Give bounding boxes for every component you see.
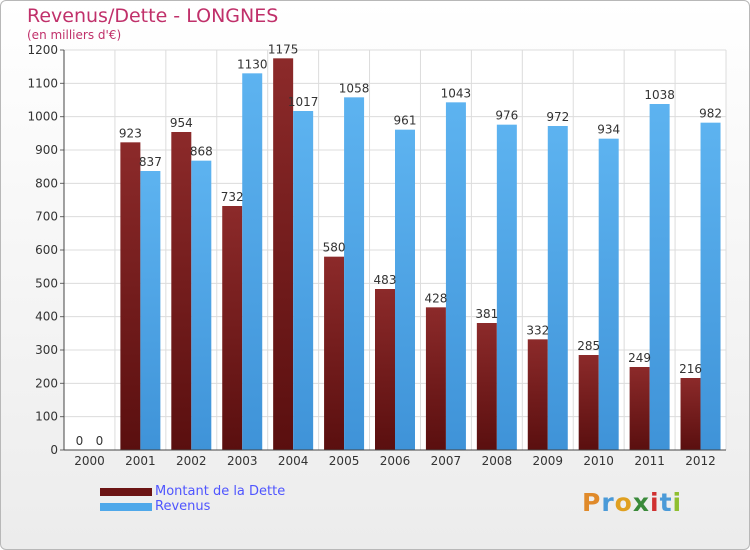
y-tick-label: 700 (35, 210, 58, 224)
data-label: 923 (119, 126, 142, 140)
data-label: 837 (139, 155, 162, 169)
bar-dette (273, 58, 294, 450)
bar-revenus (649, 104, 670, 450)
data-label: 580 (323, 241, 346, 255)
x-tick-label: 2005 (329, 454, 360, 468)
x-tick-label: 2002 (176, 454, 207, 468)
y-tick-label: 800 (35, 176, 58, 190)
bar-dette (476, 323, 497, 450)
chart-subtitle: (en milliers d'€) (27, 28, 122, 42)
legend-label-revenus: Revenus (155, 499, 211, 514)
proxiti-logo: Proxiti (582, 488, 683, 517)
data-label: 483 (374, 273, 397, 287)
x-tick-label: 2007 (431, 454, 462, 468)
y-tick-label: 0 (50, 443, 58, 457)
data-label: 954 (170, 116, 193, 130)
bar-revenus (242, 73, 263, 450)
data-label: 0 (76, 434, 84, 448)
bar-dette (527, 339, 548, 450)
y-tick-label: 300 (35, 343, 58, 357)
y-tick-label: 100 (35, 410, 58, 424)
data-label: 1043 (441, 86, 472, 100)
bar-revenus (496, 124, 517, 451)
bars-layer (120, 58, 721, 451)
data-label: 961 (394, 114, 417, 128)
data-label: 972 (546, 110, 569, 124)
data-label: 381 (475, 307, 498, 321)
x-tick-label: 2000 (74, 454, 105, 468)
data-label: 1017 (288, 95, 319, 109)
x-tick-label: 2011 (634, 454, 665, 468)
data-label: 285 (577, 339, 600, 353)
x-tick-label: 2010 (583, 454, 614, 468)
y-tick-label: 1200 (27, 43, 58, 57)
data-label: 982 (699, 107, 722, 121)
labels-layer: 0100200300400500600700800900100011001200… (27, 42, 726, 468)
bar-revenus (293, 111, 314, 450)
bar-dette (680, 378, 701, 450)
data-label: 868 (190, 145, 213, 159)
legend-label-dette: Montant de la Dette (155, 484, 286, 499)
data-label: 1038 (644, 88, 675, 102)
data-label: 249 (628, 351, 651, 365)
data-label: 0 (96, 434, 104, 448)
bar-dette (120, 142, 141, 451)
bar-dette (222, 206, 243, 450)
bar-revenus (445, 102, 466, 450)
bar-revenus (395, 129, 415, 450)
y-tick-label: 200 (35, 376, 58, 390)
bar-dette (324, 256, 345, 450)
data-label: 428 (424, 291, 447, 305)
y-tick-label: 1100 (27, 76, 58, 90)
bar-dette (375, 289, 395, 450)
data-label: 976 (495, 109, 518, 123)
bar-dette (629, 367, 650, 450)
data-label: 1058 (339, 81, 370, 95)
bar-dette (171, 132, 192, 450)
y-tick-label: 400 (35, 310, 58, 324)
x-tick-label: 2012 (685, 454, 716, 468)
bar-revenus (598, 138, 619, 450)
x-tick-label: 2003 (227, 454, 258, 468)
data-label: 1175 (268, 42, 299, 56)
bar-revenus (547, 126, 568, 450)
x-tick-label: 2001 (125, 454, 156, 468)
chart-title: Revenus/Dette - LONGNES (27, 5, 279, 27)
x-tick-label: 2009 (532, 454, 563, 468)
data-label: 934 (597, 123, 620, 137)
data-label: 1130 (237, 57, 268, 71)
y-tick-label: 1000 (27, 110, 58, 124)
y-tick-label: 900 (35, 143, 58, 157)
bar-revenus (344, 97, 365, 450)
x-tick-label: 2006 (380, 454, 411, 468)
y-tick-label: 600 (35, 243, 58, 257)
legend-swatch-dette (100, 488, 152, 496)
bar-revenus (140, 171, 161, 450)
x-tick-label: 2008 (482, 454, 513, 468)
data-label: 216 (679, 362, 702, 376)
bar-revenus (700, 122, 721, 451)
data-label: 332 (526, 323, 549, 337)
data-label: 732 (221, 190, 244, 204)
bar-dette (578, 355, 599, 450)
bar-revenus (191, 160, 212, 450)
bar-dette (425, 307, 446, 450)
x-tick-label: 2004 (278, 454, 309, 468)
y-tick-label: 500 (35, 276, 58, 290)
legend-swatch-revenus (100, 503, 152, 511)
